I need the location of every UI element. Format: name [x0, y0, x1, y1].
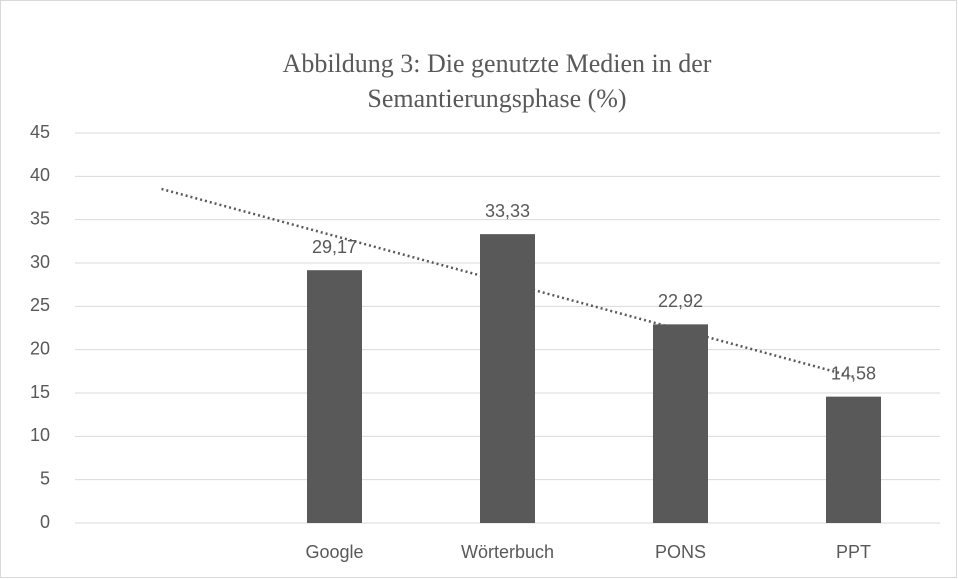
y-tick-label: 10 [30, 425, 50, 445]
x-tick-label: PONS [655, 542, 706, 562]
y-tick-label: 20 [30, 338, 50, 358]
x-tick-label: Wörterbuch [461, 542, 554, 562]
data-label: 29,17 [312, 237, 357, 257]
y-tick-label: 45 [30, 122, 50, 142]
bar [653, 324, 708, 523]
x-tick-label: PPT [836, 542, 871, 562]
bar [480, 234, 535, 523]
x-tick-label: Google [305, 542, 363, 562]
data-label: 14,58 [831, 363, 876, 383]
y-tick-label: 0 [40, 512, 50, 532]
data-label: 22,92 [658, 291, 703, 311]
y-tick-label: 30 [30, 252, 50, 272]
y-tick-label: 5 [40, 468, 50, 488]
data-label: 33,33 [485, 201, 530, 221]
chart-title: Semantierungsphase (%) [367, 84, 626, 113]
y-tick-label: 15 [30, 382, 50, 402]
bar [826, 396, 881, 523]
y-tick-label: 35 [30, 208, 50, 228]
bar [307, 270, 362, 523]
chart-title: Abbildung 3: Die genutzte Medien in der [283, 49, 712, 78]
y-tick-label: 25 [30, 295, 50, 315]
y-tick-label: 40 [30, 165, 50, 185]
